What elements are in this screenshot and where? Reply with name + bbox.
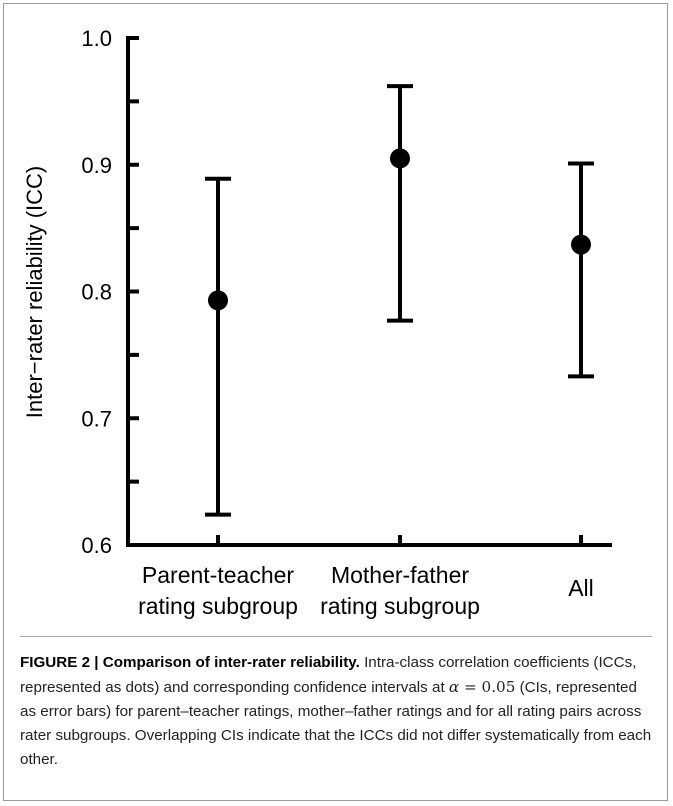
figure-frame: [3, 3, 668, 801]
caption-text: (CIs, represented as error bars) for par…: [20, 679, 652, 768]
y-tick-label: 0.6: [81, 533, 112, 558]
caption-alpha: α = 0.05: [449, 678, 515, 696]
x-tick-label: Parent-teacher: [142, 562, 294, 588]
alpha-value: = 0.05: [464, 678, 516, 696]
chart: Inter−rater reliability (ICC) 0.6 0.7 0.8 0…: [22, 26, 612, 619]
y-axis-label: Inter−rater reliability (ICC): [22, 166, 47, 418]
point: [390, 148, 410, 169]
y-tick-label: 0.9: [81, 153, 112, 178]
caption-rule: [20, 636, 652, 637]
alpha-symbol: α: [448, 678, 460, 696]
x-tick-label: rating subgroup: [138, 593, 298, 619]
point: [208, 290, 228, 311]
x-tick-label: All: [568, 575, 594, 601]
caption-label: FIGURE 2 | Comparison of inter-rater rel…: [20, 654, 360, 671]
y-tick-label: 0.7: [81, 406, 112, 431]
y-tick-label: 0.8: [81, 280, 112, 305]
point: [571, 234, 591, 255]
y-tick-label: 1.0: [81, 26, 112, 51]
x-tick-label: rating subgroup: [320, 593, 480, 619]
x-tick-label: Mother-father: [331, 562, 469, 588]
caption-text: Intra-class correlation coefficients (IC…: [20, 654, 637, 696]
caption: FIGURE 2 | Comparison of inter-rater rel…: [20, 651, 652, 772]
